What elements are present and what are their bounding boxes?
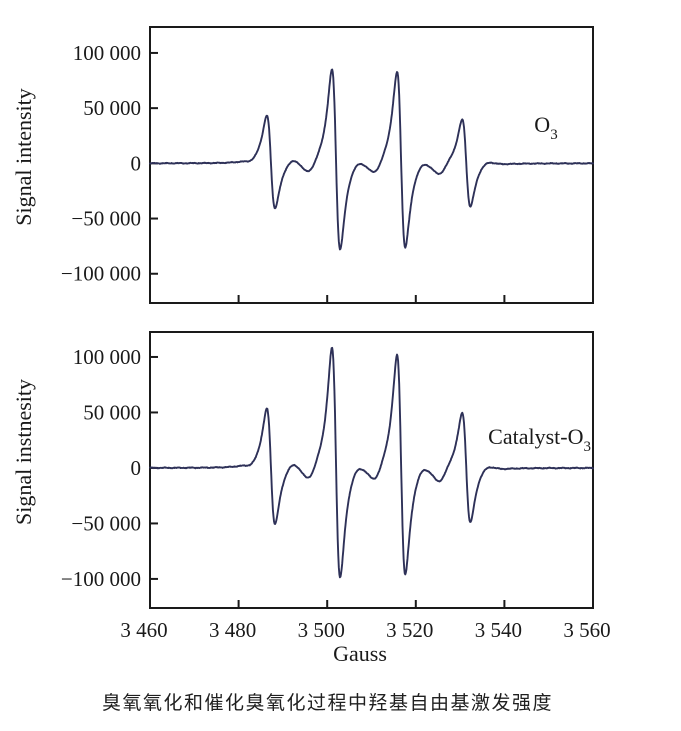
x-tick-label: 3 520 bbox=[386, 618, 433, 642]
y-tick-label: 0 bbox=[131, 151, 142, 175]
y-tick-label: 50 000 bbox=[83, 96, 141, 120]
x-tick-label: 3 480 bbox=[209, 618, 256, 642]
spectrum-curves bbox=[149, 68, 594, 579]
x-tick-label: 3 460 bbox=[120, 618, 167, 642]
panel-label-o3: O3 bbox=[534, 112, 557, 143]
panel-label-catalyst-o3: Catalyst-O3 bbox=[488, 424, 591, 455]
axis-tick-labels: 100 000 50 000 0 −50 000 −100 000 100 000 50 0… bbox=[61, 41, 611, 642]
panel-border bbox=[149, 331, 594, 609]
y-axis-label-top: Signal intensity bbox=[11, 88, 36, 226]
spectrum-curve-catalyst-o3 bbox=[149, 346, 594, 579]
spectrum-curve-o3 bbox=[149, 68, 594, 251]
y-tick-label: 0 bbox=[131, 456, 142, 480]
axis-ticks bbox=[149, 51, 594, 608]
x-axis-label: Gauss bbox=[333, 641, 387, 666]
panel-border bbox=[149, 26, 594, 304]
x-tick-label: 3 500 bbox=[298, 618, 345, 642]
y-tick-label: −100 000 bbox=[61, 567, 141, 591]
figure-caption: 臭氧氧化和催化臭氧化过程中羟基自由基激发强度 bbox=[101, 693, 553, 714]
y-tick-label: −50 000 bbox=[71, 207, 141, 231]
x-tick-label: 3 560 bbox=[563, 618, 610, 642]
x-tick-label: 3 540 bbox=[475, 618, 522, 642]
y-tick-label: 100 000 bbox=[73, 345, 141, 369]
y-tick-label: 100 000 bbox=[73, 41, 141, 65]
y-tick-label: 50 000 bbox=[83, 400, 141, 424]
spectra-plot: 100 000 50 000 0 −50 000 −100 000 100 000 50 0… bbox=[11, 26, 611, 666]
panel-frames bbox=[149, 26, 594, 609]
y-tick-label: −100 000 bbox=[61, 262, 141, 286]
y-tick-label: −50 000 bbox=[71, 511, 141, 535]
y-axis-label-bottom: Signal instnesity bbox=[11, 379, 36, 525]
